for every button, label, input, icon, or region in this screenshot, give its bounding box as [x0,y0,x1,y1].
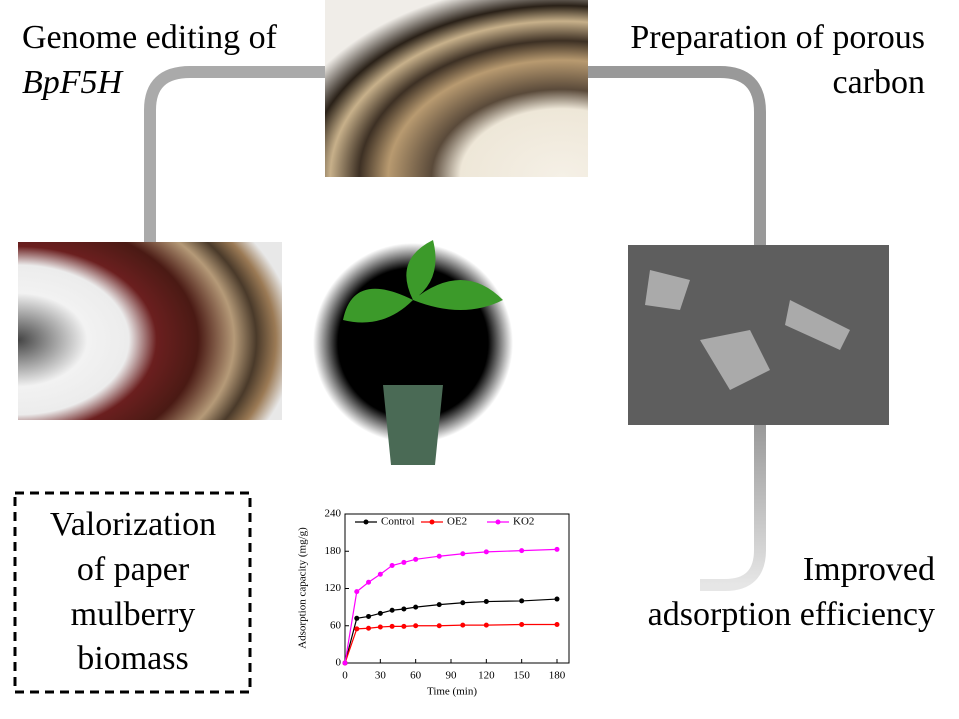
data-point [460,600,466,606]
data-point [483,549,489,555]
sem-image [628,245,889,425]
data-point [554,622,560,628]
data-point [377,571,383,577]
data-point [460,622,466,628]
series-line [344,548,558,664]
data-point [519,598,525,604]
data-point [519,548,525,554]
data-point [554,596,560,602]
caption: Valorization [50,506,216,543]
dashed-box [13,491,252,694]
caption: Genome editing of [22,19,278,56]
data-point [366,579,372,585]
y-tick-label: 240 [325,508,342,520]
data-point [377,624,383,630]
data-point [413,623,419,629]
x-axis-label: Time (min) [427,686,477,698]
caption: adsorption efficiency [648,596,935,633]
y-tick-label: 180 [325,545,342,557]
data-point [342,660,348,666]
caption: carbon [832,64,925,101]
y-tick-label: 120 [325,582,342,594]
data-point [366,625,372,631]
y-tick-label: 0 [336,657,342,669]
y-tick-label: 60 [330,619,342,631]
data-point [519,622,525,628]
legend-label: KO2 [513,516,534,528]
data-point [436,553,442,559]
data-point [483,599,489,605]
legend-swatch [363,519,369,525]
caption: BpF5H [22,64,125,101]
data-point [389,607,395,613]
plant-leaves [343,240,503,323]
stem-section-image [325,0,588,177]
plot-frame [344,513,570,664]
data-point [554,546,560,552]
connector [588,66,766,248]
y-axis-label: Adsorption capacity (mg/g) [297,527,309,649]
data-point [377,610,383,616]
sem-texture [645,270,850,390]
x-tick-label: 0 [342,670,348,682]
x-tick-label: 180 [549,670,566,682]
data-point [436,623,442,629]
caption: Improved [803,551,935,588]
series-line [344,598,558,664]
caption: Preparation of porous [630,19,925,56]
data-point [413,604,419,610]
stem-section-image [18,242,282,420]
series-line [344,623,557,664]
x-tick-label: 90 [446,670,458,682]
data-point [354,626,360,632]
legend-label: Control [381,516,415,528]
legend-label: OE2 [447,516,467,528]
data-point [389,623,395,629]
data-point [366,613,372,619]
caption: biomass [77,640,188,677]
legend-swatch [429,519,435,525]
plant-pot [383,385,443,465]
data-point [436,602,442,608]
caption: mulberry [71,596,196,633]
data-point [401,623,407,629]
legend-swatch [495,519,501,525]
connector [144,66,330,242]
data-point [460,551,466,557]
data-point [401,606,407,612]
x-tick-label: 60 [410,670,422,682]
data-point [483,622,489,628]
x-tick-label: 120 [478,670,495,682]
caption: of paper [77,551,190,588]
x-tick-label: 30 [375,670,387,682]
data-point [354,615,360,621]
data-point [413,556,419,562]
data-point [354,589,360,595]
data-point [389,563,395,569]
connector [700,425,766,591]
data-point [401,559,407,565]
x-tick-label: 150 [513,670,530,682]
